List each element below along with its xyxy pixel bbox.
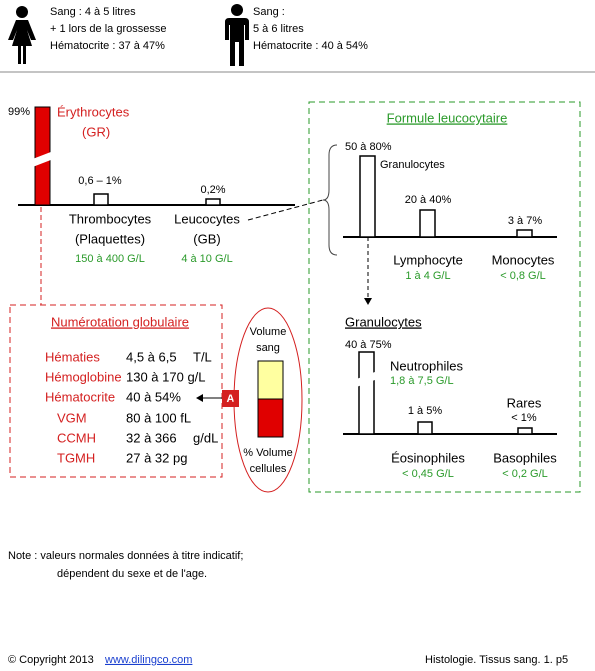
row-value: 27 à 32 pg bbox=[126, 450, 187, 465]
row-label: CCMH bbox=[57, 430, 96, 445]
row-value: g/dL bbox=[193, 430, 218, 445]
row-label: VGM bbox=[57, 410, 87, 425]
row-value: T/L bbox=[193, 349, 212, 364]
text: Hématocrite : 37 à 47% bbox=[50, 40, 165, 52]
row-value: 130 à 170 g/L bbox=[126, 369, 206, 384]
numeration-box bbox=[9, 304, 223, 478]
text: 5 à 6 litres bbox=[253, 23, 304, 35]
row-label: Hématies bbox=[45, 349, 100, 364]
label: < 0,2 G/L bbox=[502, 468, 548, 480]
label: < 0,8 G/L bbox=[500, 270, 546, 282]
marker-label: A bbox=[227, 393, 235, 405]
marker bbox=[222, 390, 239, 407]
link[interactable]: www.dilingco.com bbox=[104, 654, 192, 666]
text: Sang : 4 à 5 litres bbox=[50, 6, 136, 18]
label: Érythrocytes bbox=[57, 104, 130, 119]
label: Neutrophiles bbox=[390, 358, 463, 373]
formula-box bbox=[308, 101, 581, 493]
label: Lymphocyte bbox=[393, 252, 463, 267]
row-value: 4,5 à 6,5 bbox=[126, 349, 177, 364]
label: < 1% bbox=[511, 412, 537, 424]
label: Thrombocytes bbox=[69, 211, 152, 226]
label: 99% bbox=[8, 106, 30, 118]
label: cellules bbox=[250, 463, 287, 475]
label: % Volume bbox=[243, 447, 293, 459]
label: Basophiles bbox=[493, 450, 557, 465]
break bbox=[30, 150, 56, 168]
label: Leucocytes bbox=[174, 211, 240, 226]
label: 20 à 40% bbox=[405, 194, 452, 206]
row-value: 40 à 54% bbox=[126, 389, 181, 404]
bar bbox=[419, 209, 436, 238]
label: Monocytes bbox=[492, 252, 555, 267]
label: 40 à 75% bbox=[345, 339, 392, 351]
row-value: 80 à 100 fL bbox=[126, 410, 191, 425]
label: (GR) bbox=[82, 124, 110, 139]
label: Éosinophiles bbox=[391, 450, 465, 465]
label: < 0,45 G/L bbox=[402, 468, 454, 480]
text: + 1 lors de la grossesse bbox=[50, 23, 166, 35]
bar bbox=[358, 351, 375, 435]
bar bbox=[516, 229, 533, 238]
cells bbox=[257, 398, 284, 438]
man-icon bbox=[225, 4, 249, 66]
label: sang bbox=[256, 342, 280, 354]
bar bbox=[417, 421, 433, 435]
connector bbox=[247, 199, 324, 221]
row-label: TGMH bbox=[57, 450, 95, 465]
label: Granulocytes bbox=[380, 159, 445, 171]
title: Formule leucocytaire bbox=[387, 110, 508, 125]
title: Numérotation globulaire bbox=[51, 314, 189, 329]
note: Note : valeurs normales données à titre … bbox=[8, 550, 243, 562]
label: 50 à 80% bbox=[345, 141, 392, 153]
label: 150 à 400 G/L bbox=[75, 253, 145, 265]
label: 1,8 à 7,5 G/L bbox=[390, 375, 454, 387]
label: (GB) bbox=[193, 231, 220, 246]
title: Granulocytes bbox=[345, 314, 422, 329]
rows: Hématies 4,5 à 6,5 T/L Hémoglobine 130 à 170… bbox=[45, 349, 218, 465]
label: 3 à 7% bbox=[508, 215, 542, 227]
label: (Plaquettes) bbox=[75, 231, 145, 246]
label: 0,6 – 1% bbox=[78, 175, 122, 187]
label: 4 à 10 G/L bbox=[181, 253, 232, 265]
bar bbox=[93, 193, 109, 206]
label: Volume bbox=[250, 326, 287, 338]
bar bbox=[517, 427, 533, 435]
note: dépendent du sexe et de l'age. bbox=[57, 568, 207, 580]
text: Sang : bbox=[253, 6, 285, 18]
bar bbox=[359, 155, 376, 238]
break bbox=[354, 370, 380, 388]
arrow-head bbox=[196, 394, 203, 402]
copyright: © Copyright 2013 bbox=[8, 654, 94, 666]
bar bbox=[205, 198, 221, 206]
brace bbox=[322, 144, 338, 256]
arrow-head bbox=[364, 298, 372, 305]
row-label: Hématocrite bbox=[45, 389, 115, 404]
page-ref: Histologie. Tissus sang. 1. p5 bbox=[425, 654, 568, 666]
label: 1 à 4 G/L bbox=[405, 270, 450, 282]
tube-ellipse bbox=[233, 307, 303, 493]
label: 1 à 5% bbox=[408, 405, 442, 417]
label: Rares bbox=[507, 395, 542, 410]
row-value: 32 à 366 bbox=[126, 430, 177, 445]
text: Hématocrite : 40 à 54% bbox=[253, 40, 368, 52]
row-label: Hémoglobine bbox=[45, 369, 122, 384]
plasma bbox=[257, 360, 284, 400]
label: 0,2% bbox=[200, 184, 225, 196]
woman-icon bbox=[8, 6, 36, 64]
